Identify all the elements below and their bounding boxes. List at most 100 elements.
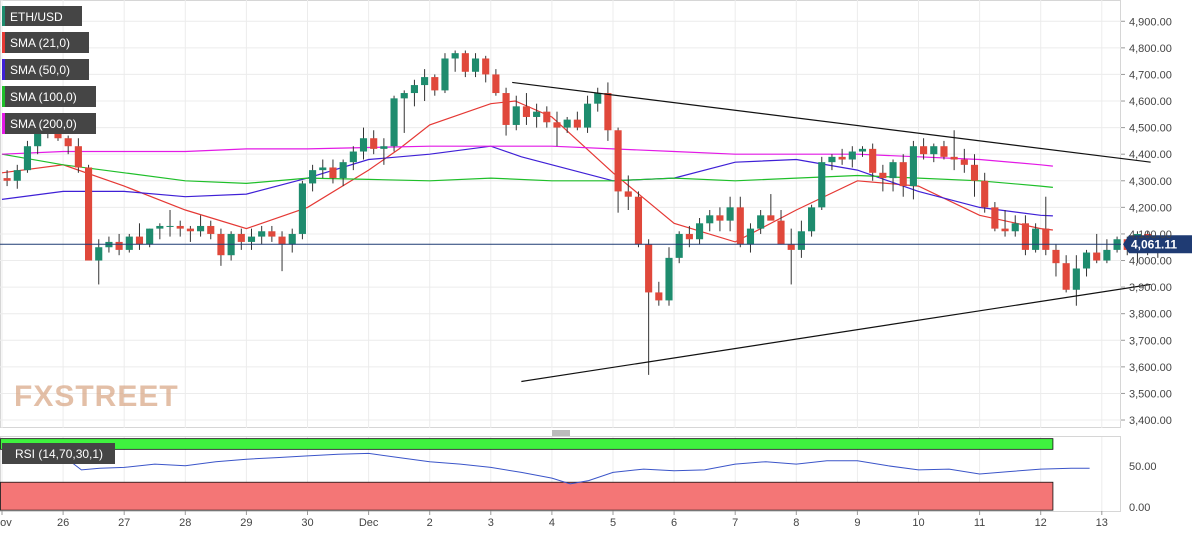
candle-body	[624, 191, 632, 197]
price-tick-label: 4,300.00	[1129, 176, 1172, 188]
candle-body	[858, 148, 867, 152]
legend-sma-21[interactable]: SMA (21,0)	[2, 32, 89, 53]
candle-body	[125, 236, 133, 250]
legend-sma-100[interactable]: SMA (100,0)	[2, 86, 96, 107]
legend-symbol-label: ETH/USD	[10, 10, 63, 24]
price-tick-label: 4,700.00	[1129, 69, 1172, 81]
candle-body	[716, 215, 724, 221]
candle-body	[258, 231, 266, 237]
candle-body	[135, 236, 144, 245]
candle-body	[492, 74, 500, 94]
candle-body	[522, 106, 531, 117]
legend-sma-50[interactable]: SMA (50,0)	[2, 59, 89, 80]
candle-body	[421, 77, 429, 86]
last-price-tag: 4,061.11	[1123, 235, 1192, 254]
rsi-line	[1, 452, 1090, 485]
candle-body	[634, 196, 643, 245]
price-tick-label: 4,400.00	[1129, 149, 1172, 161]
candle-body	[309, 170, 317, 184]
candle-body	[278, 236, 286, 245]
candle-body	[645, 244, 653, 293]
candle-body	[461, 53, 469, 72]
time-tick-label: 11	[974, 517, 985, 529]
legend-sma-21-label: SMA (21,0)	[10, 36, 70, 50]
time-tick-label: 26	[57, 517, 69, 529]
candle-body	[665, 257, 673, 301]
candle-body	[400, 93, 408, 99]
candle-body	[777, 220, 785, 245]
time-tick-label: 29	[240, 517, 252, 529]
time-tick-label: 8	[793, 517, 799, 529]
pane-resize-handle[interactable]	[552, 430, 570, 436]
legend-sma-200[interactable]: SMA (200,0)	[2, 113, 96, 134]
candle-body	[879, 172, 887, 179]
price-tick-label: 4,200.00	[1129, 202, 1172, 214]
price-tick-label: 4,500.00	[1129, 123, 1172, 135]
candle-body	[502, 93, 510, 125]
candle-body	[1093, 252, 1101, 261]
candle-body	[1062, 263, 1070, 290]
price-tick-label: 3,500.00	[1129, 388, 1172, 400]
rsi-overbought-band	[0, 438, 1054, 450]
candle-body	[583, 103, 592, 128]
candle-body	[757, 215, 765, 229]
price-pane-frame	[0, 0, 1121, 428]
time-tick-label: 4	[549, 517, 555, 529]
candle-body	[1021, 223, 1029, 250]
price-tick-label: 4,000.00	[1129, 256, 1172, 268]
candle-body	[1042, 228, 1050, 250]
candle-body	[339, 162, 347, 179]
candle-body	[1011, 223, 1019, 232]
legend-rsi[interactable]: RSI (14,70,30,1)	[2, 443, 115, 464]
legend-rsi-label: RSI (14,70,30,1)	[15, 447, 103, 461]
candle-body	[512, 106, 520, 125]
candle-body	[706, 215, 714, 224]
price-tick-label: 4,600.00	[1129, 96, 1172, 108]
time-tick-label: 28	[179, 517, 191, 529]
candle-body	[482, 58, 490, 75]
candle-body	[1001, 228, 1009, 232]
time-tick-label: 10	[912, 517, 924, 529]
candle-body	[797, 231, 805, 250]
candle-body	[95, 247, 103, 261]
time-tick-label: 27	[118, 517, 130, 529]
time-tick-label: 2	[427, 517, 433, 529]
candle-body	[359, 138, 368, 152]
time-tick-label: 5	[610, 517, 616, 529]
candle-body	[991, 207, 999, 229]
candle-body	[869, 148, 877, 173]
candle-body	[54, 132, 62, 139]
candle-body	[828, 156, 836, 163]
price-axis: 4,900.00 4,800.00 4,700.00 4,600.00 4,500.00…	[1121, 16, 1172, 427]
candle-body	[380, 146, 388, 149]
candle-body	[818, 162, 826, 208]
candle-body	[288, 233, 296, 245]
candle-body	[573, 119, 581, 128]
candle-body	[970, 164, 979, 181]
candle-body	[431, 77, 439, 91]
candle-body	[156, 225, 164, 229]
rsi-oversold-band	[0, 481, 1054, 511]
price-tick-label: 3,800.00	[1129, 309, 1172, 321]
candle-body	[146, 228, 154, 245]
candle-body	[247, 236, 256, 242]
candle-body	[1103, 249, 1111, 261]
candle-body	[186, 228, 194, 232]
candle-body	[370, 138, 378, 149]
watermark-logo: FXSTREET	[14, 380, 179, 413]
candle-body	[471, 58, 480, 72]
candle-body	[1052, 249, 1060, 264]
time-tick-label: 12	[1035, 517, 1047, 529]
legend-symbol[interactable]: ETH/USD	[2, 6, 82, 26]
candle-body	[685, 233, 693, 240]
candle-body	[909, 146, 917, 187]
legend-sma-50-label: SMA (50,0)	[10, 63, 70, 77]
time-tick-label: 13	[1096, 517, 1108, 529]
candle-body	[237, 233, 245, 242]
candle-body	[614, 130, 622, 192]
candle-body	[746, 228, 755, 245]
candle-body	[726, 207, 734, 221]
candle-body	[390, 98, 398, 147]
price-tick-label: 4,800.00	[1129, 43, 1172, 55]
